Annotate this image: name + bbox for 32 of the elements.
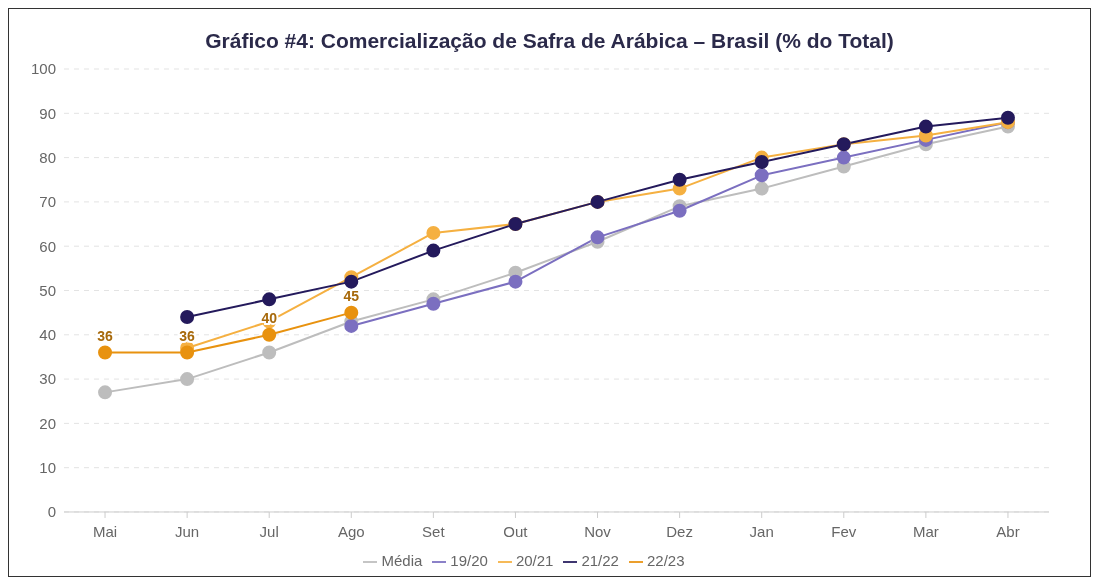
y-tick-label: 20 — [39, 414, 56, 432]
x-tick-label: Out — [503, 522, 529, 540]
x-tick-label: Mar — [912, 522, 939, 540]
x-tick-label: Jul — [259, 522, 279, 540]
legend-label: 22/23 — [646, 551, 685, 569]
legend-label: 21/22 — [581, 551, 619, 569]
y-tick-label: 10 — [39, 459, 56, 476]
chart-title: Gráfico #4: Comercialização de Safra de Arábica – Brasil (% do Total) — [204, 28, 895, 54]
x-tick-label: Abr — [996, 522, 1020, 540]
y-tick-label: 50 — [39, 281, 56, 299]
legend-label: 19/20 — [450, 551, 488, 569]
y-tick-label: 60 — [39, 237, 56, 255]
data-label: 36 — [179, 327, 196, 344]
x-tick-label: Mai — [92, 522, 118, 540]
legend-label: 20/21 — [515, 551, 554, 569]
x-tick-label: Set — [422, 522, 446, 540]
y-tick-label: 100 — [30, 60, 56, 78]
y-tick-label: 30 — [39, 370, 56, 388]
x-tick-label: Ago — [337, 522, 365, 540]
y-tick-label: 80 — [39, 148, 56, 166]
y-tick-label: 70 — [39, 193, 56, 211]
data-label: 45 — [343, 287, 360, 304]
y-tick-label: 40 — [39, 326, 56, 344]
data-label: 36 — [97, 327, 114, 344]
y-tick-label: 0 — [47, 503, 56, 521]
x-tick-label: Fev — [831, 522, 857, 540]
legend-label: Média — [381, 551, 423, 569]
x-tick-label: Jan — [749, 522, 774, 540]
x-tick-label: Jun — [175, 522, 200, 540]
y-tick-label: 90 — [39, 104, 56, 122]
x-tick-label: Dez — [666, 522, 693, 540]
x-tick-label: Nov — [584, 522, 612, 540]
